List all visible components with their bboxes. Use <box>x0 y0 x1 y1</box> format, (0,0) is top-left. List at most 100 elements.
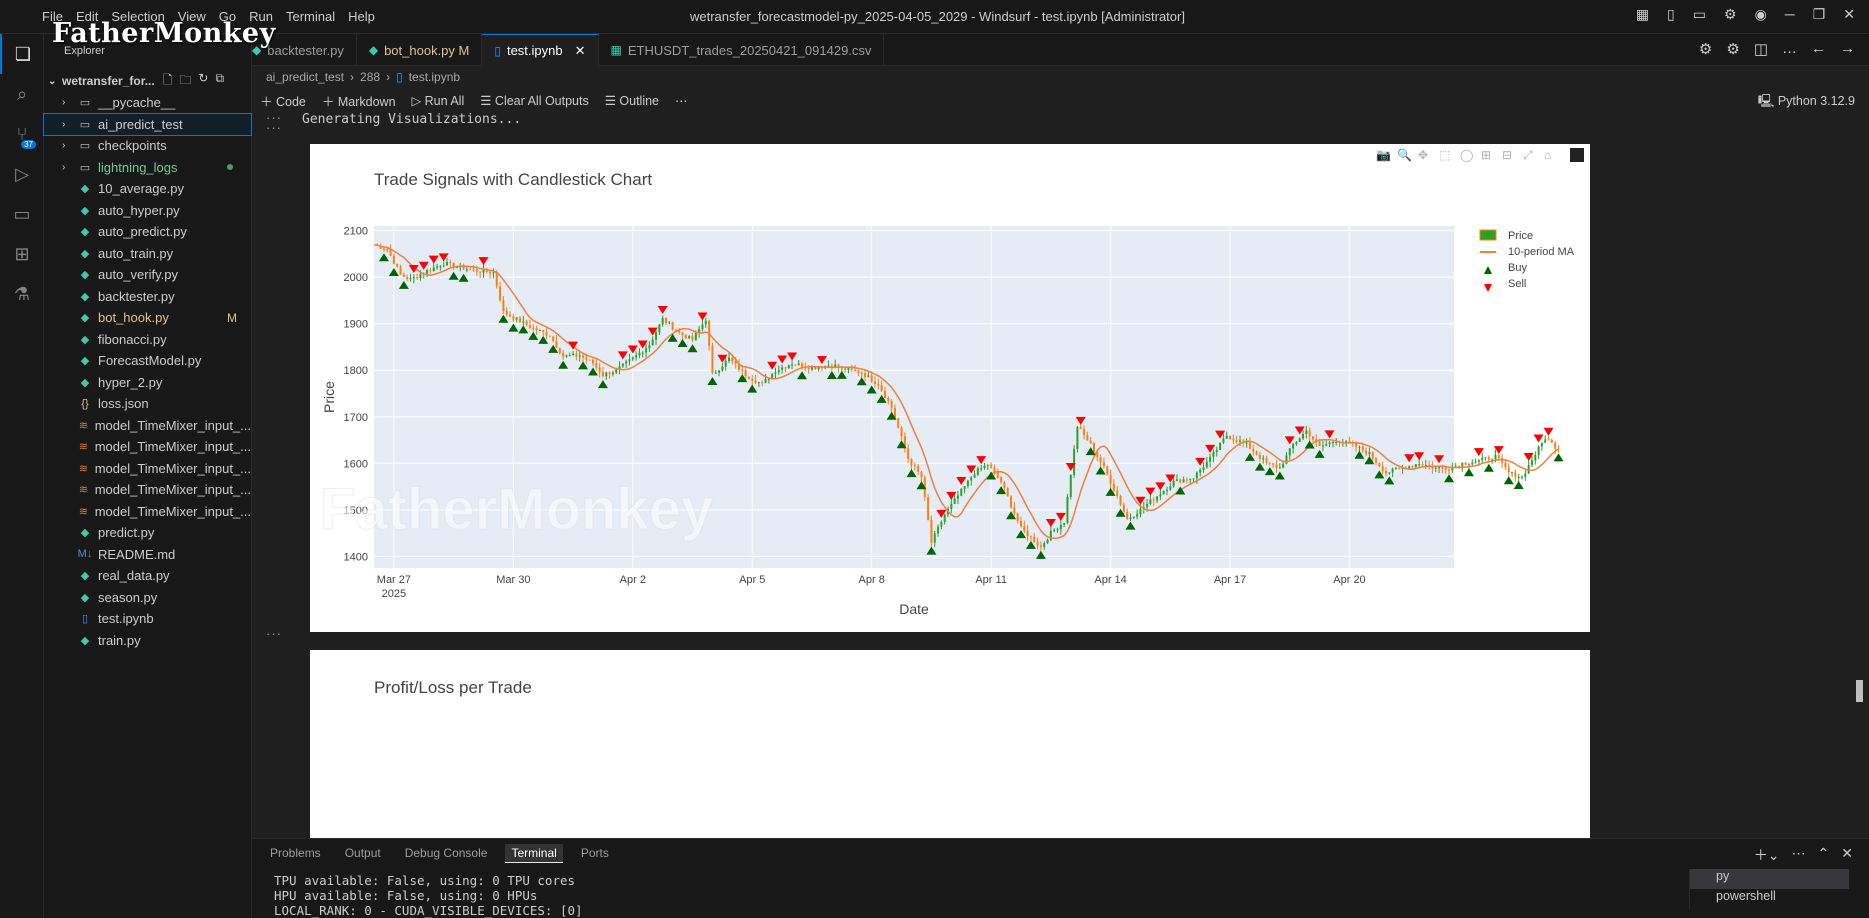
tab-problems[interactable]: Problems <box>270 846 321 860</box>
output-gutter[interactable]: ··· <box>266 626 282 641</box>
restore-button[interactable]: ❐ <box>1812 6 1826 22</box>
file-item[interactable]: ◆ predict.py <box>44 522 251 544</box>
close-panel-icon[interactable]: ✕ <box>1841 845 1853 861</box>
gear-icon[interactable]: ⚙ <box>1726 41 1740 58</box>
search-icon[interactable]: ⌕ <box>16 83 28 104</box>
workspace-root[interactable]: ⌄ wetransfer_for... 🗋 🗀 ↻ ⧉ <box>44 70 251 92</box>
maximize-panel-icon[interactable]: ⌃ <box>1817 845 1830 861</box>
file-item[interactable]: ◆ auto_hyper.py <box>44 200 251 222</box>
file-item[interactable]: {} loss.json <box>44 393 251 415</box>
tab-output[interactable]: Output <box>344 846 381 860</box>
menu-item-view[interactable]: View <box>177 9 206 24</box>
split-editor-icon[interactable]: ◫ <box>1753 41 1768 58</box>
run-debug-icon[interactable]: ▷ <box>15 163 29 184</box>
more-icon[interactable]: ⋯ <box>1791 845 1806 861</box>
account-icon[interactable]: ◉ <box>1754 6 1767 22</box>
editor-tab[interactable]: ◆ bot_hook.py M <box>357 34 483 66</box>
breadcrumb-item[interactable]: ai_predict_test <box>266 70 345 84</box>
scrollbar-thumb[interactable] <box>1856 680 1863 702</box>
menu-item-run[interactable]: Run <box>249 9 273 24</box>
flask-icon[interactable]: ⚗ <box>13 283 31 304</box>
layout-icon[interactable]: ▦ <box>1635 6 1650 22</box>
output-gutter[interactable]: ··· <box>266 120 282 135</box>
kernel-picker[interactable]: 🖳 Python 3.12.9 <box>1757 94 1855 108</box>
gear-icon[interactable]: ⚙ <box>1724 6 1737 22</box>
explorer-icon[interactable]: ❏ <box>0 34 44 74</box>
minimize-button[interactable]: ─ <box>1784 6 1795 22</box>
refresh-icon[interactable]: ↻ <box>198 70 209 85</box>
settings-icon[interactable]: ⚙ <box>1698 41 1713 58</box>
collapse-all-icon[interactable]: ⧉ <box>215 70 225 85</box>
output-gutter[interactable]: ··· <box>266 112 282 125</box>
menu-item-go[interactable]: Go <box>218 9 237 24</box>
file-item[interactable]: ◆ season.py <box>44 587 251 609</box>
add-markdown-button[interactable]: ＋ Markdown <box>321 94 396 109</box>
file-item[interactable]: ◆ backtester.py <box>44 286 251 308</box>
terminal-item[interactable]: powershell <box>1690 889 1849 909</box>
file-item[interactable]: ◆ real_data.py <box>44 565 251 587</box>
breadcrumb-item[interactable]: 288 <box>360 70 381 84</box>
file-item[interactable]: ≋ model_TimeMixer_input_... <box>44 458 251 480</box>
remote-explorer-icon[interactable]: ▭ <box>13 203 31 224</box>
file-item[interactable]: ≋ model_TimeMixer_input_... <box>44 436 251 458</box>
clear-outputs-button[interactable]: ☰ Clear All Outputs <box>480 93 589 108</box>
candle-body <box>1106 466 1109 475</box>
terminal-item[interactable]: py <box>1690 869 1849 889</box>
close-window-button[interactable]: ✕ <box>1843 6 1855 22</box>
candlestick-plot[interactable]: 1400 1500 1600 1700 1800 1900 2000 2100 Mar 27 Ma… <box>310 144 1590 632</box>
file-item[interactable]: ◆ fibonacci.py <box>44 329 251 351</box>
toggle-panel-icon[interactable]: ▭ <box>1692 6 1706 22</box>
terminal-output[interactable]: TPU available: False, using: 0 TPU cores… <box>274 873 583 918</box>
outline-button[interactable]: ☰ Outline <box>604 93 660 108</box>
file-item[interactable]: ≋ model_TimeMixer_input_... <box>44 479 251 501</box>
forward-arrow-icon[interactable]: → <box>1840 40 1855 57</box>
back-arrow-icon[interactable]: ← <box>1811 40 1826 57</box>
file-item[interactable]: ◆ ForecastModel.py <box>44 350 251 372</box>
menu-item-file[interactable]: File <box>42 9 63 24</box>
menu-item-help[interactable]: Help <box>348 9 375 24</box>
more-actions-icon[interactable]: … <box>1782 40 1797 57</box>
candlestick-svg[interactable]: 1400 1500 1600 1700 1800 1900 2000 2100 Mar 27 Ma… <box>310 144 1590 632</box>
file-item[interactable]: ◆ hyper_2.py <box>44 372 251 394</box>
extensions-icon[interactable]: ⊞ <box>14 243 30 264</box>
file-item[interactable]: ▯ test.ipynb <box>44 608 251 630</box>
candle-body <box>867 375 870 377</box>
candle-body <box>452 262 455 268</box>
file-item[interactable]: ◆ auto_predict.py <box>44 221 251 243</box>
folder-item[interactable]: › ▭ ai_predict_test <box>43 112 252 136</box>
py-file-icon: ◆ <box>80 376 90 389</box>
profit-loss-plot[interactable]: Profit/Loss per Trade <box>310 650 1590 838</box>
folder-item[interactable]: › ▭ checkpoints <box>44 135 251 157</box>
toggle-sidebar-icon[interactable]: ▯ <box>1667 6 1675 22</box>
close-tab-icon[interactable]: ✕ <box>574 42 586 58</box>
folder-item[interactable]: › ▭ lightning_logs <box>44 157 251 179</box>
more-toolbar-icon[interactable]: ⋯ <box>675 93 688 108</box>
editor-tab[interactable]: ▯ test.ipynb ✕ <box>482 34 599 66</box>
editor-tab[interactable]: ◆ backtester.py <box>252 34 357 66</box>
file-item[interactable]: ◆ auto_verify.py <box>44 264 251 286</box>
file-item[interactable]: ◆ auto_train.py <box>44 243 251 265</box>
file-item[interactable]: ≋ model_TimeMixer_input_... <box>44 501 251 523</box>
menu-item-edit[interactable]: Edit <box>75 9 99 24</box>
file-item[interactable]: ◆ bot_hook.py M <box>44 307 251 329</box>
candle-body <box>956 495 959 499</box>
add-code-button[interactable]: ＋ Code <box>260 94 306 109</box>
menu-item-terminal[interactable]: Terminal <box>286 9 336 24</box>
tab-ports[interactable]: Ports <box>580 846 609 860</box>
tab-debug-console[interactable]: Debug Console <box>404 846 488 860</box>
file-item[interactable]: ◆ 10_average.py <box>44 178 251 200</box>
breadcrumb-item[interactable]: test.ipynb <box>408 70 461 84</box>
tab-terminal[interactable]: Terminal <box>505 844 563 863</box>
file-item[interactable]: ≋ model_TimeMixer_input_... <box>44 415 251 437</box>
menu-item-selection[interactable]: Selection <box>111 9 165 24</box>
file-item[interactable]: M↓ README.md <box>44 544 251 566</box>
new-file-icon[interactable]: 🗋 <box>162 72 173 87</box>
new-terminal-icon[interactable]: ＋⌄ <box>1753 847 1780 863</box>
run-all-button[interactable]: ▷ Run All <box>411 93 465 108</box>
candle-body <box>1331 441 1334 443</box>
folder-item[interactable]: › ▭ __pycache__ <box>44 92 251 114</box>
new-folder-icon[interactable]: 🗀 <box>179 72 192 87</box>
source-control-icon[interactable]: ⑂ 37 <box>0 114 44 154</box>
editor-tab[interactable]: ▦ ETHUSDT_trades_20250421_091429.csv <box>599 34 885 66</box>
file-item[interactable]: ◆ train.py <box>44 630 251 652</box>
